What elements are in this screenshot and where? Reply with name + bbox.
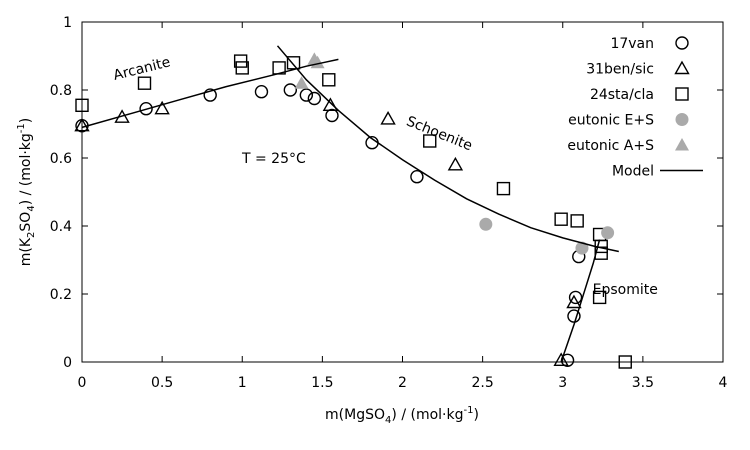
y-tick-label: 0	[63, 355, 72, 371]
legend-label: eutonic E+S	[568, 113, 654, 129]
data-point	[592, 290, 607, 305]
data-point	[601, 226, 615, 240]
data-point	[380, 110, 396, 125]
data-point	[139, 101, 153, 116]
model-curve	[81, 58, 339, 129]
temperature-label: T = 25°C	[241, 151, 306, 167]
data-point	[410, 169, 424, 184]
data-point	[75, 98, 89, 113]
x-tick-label: 1.5	[311, 375, 333, 391]
data-point	[235, 61, 249, 75]
legend-marker	[675, 138, 689, 151]
data-point	[299, 88, 314, 102]
legend: 17van 31ben/sic 24sta/cla eutonic E+S eutoni…	[567, 36, 703, 180]
y-tick-label: 1	[63, 15, 72, 31]
x-axis-label: m(MgSO4) / (mol·kg-1)	[325, 405, 479, 426]
legend-marker	[675, 87, 689, 101]
data-point	[496, 181, 511, 196]
data-point	[254, 84, 269, 99]
data-point	[286, 56, 301, 70]
y-axis-label: m(K2SO4) / (mol·kg-1)	[16, 118, 37, 266]
x-tick-label: 0.5	[151, 375, 173, 391]
legend-label: 31ben/sic	[586, 62, 654, 78]
series-model	[81, 45, 619, 363]
series-31ben-sic	[74, 97, 582, 366]
data-point	[568, 290, 583, 305]
data-point	[553, 352, 569, 366]
data-point	[322, 97, 339, 112]
data-point	[618, 355, 632, 369]
tick-labels: 0 0.5 1 1.5 2 2.5 3 3.5 4 0 0.2 0.4 0.6 0.8 1	[50, 15, 728, 391]
data-point	[570, 214, 584, 228]
y-tick-label: 0.2	[50, 287, 72, 303]
model-curve	[276, 45, 619, 253]
data-point	[203, 88, 217, 102]
legend-marker	[674, 60, 690, 75]
data-point	[447, 156, 464, 171]
x-tick-label: 1	[238, 375, 247, 391]
x-tick-label: 0	[78, 375, 87, 391]
x-tick-label: 2	[398, 375, 407, 391]
data-point	[233, 54, 248, 68]
series-24sta-cla	[75, 54, 632, 369]
legend-marker	[675, 36, 689, 50]
x-tick-label: 2.5	[471, 375, 493, 391]
x-tick-label: 4	[719, 375, 728, 391]
model-curve	[560, 239, 601, 363]
region-label: Epsomite	[593, 282, 658, 298]
data-point	[423, 134, 437, 148]
data-point	[283, 83, 298, 97]
legend-label: Model	[612, 164, 654, 180]
x-tick-label: 3	[558, 375, 567, 391]
y-tick-label: 0.4	[50, 219, 72, 235]
data-point	[307, 91, 322, 106]
region-label: Arcanite	[112, 54, 172, 84]
legend-marker	[675, 113, 689, 126]
data-point	[322, 73, 336, 87]
legend-label: 24sta/cla	[590, 87, 654, 103]
data-point	[479, 217, 493, 231]
data-point	[294, 76, 309, 89]
data-point	[137, 76, 152, 90]
x-tick-label: 3.5	[632, 375, 654, 391]
data-point	[74, 117, 90, 132]
data-point	[566, 294, 582, 309]
data-point	[154, 100, 170, 115]
data-point	[567, 309, 581, 323]
data-point	[554, 212, 568, 226]
data-point	[325, 108, 339, 123]
series-17van	[75, 83, 586, 367]
legend-label: eutonic A+S	[567, 138, 654, 154]
region-label: Schoenite	[404, 113, 474, 154]
y-tick-label: 0.6	[50, 151, 72, 167]
legend-label: 17van	[610, 36, 654, 52]
series-eutonic-e-s	[479, 217, 615, 255]
data-point	[575, 241, 589, 255]
data-series	[74, 45, 632, 369]
y-tick-label: 0.8	[50, 83, 72, 99]
